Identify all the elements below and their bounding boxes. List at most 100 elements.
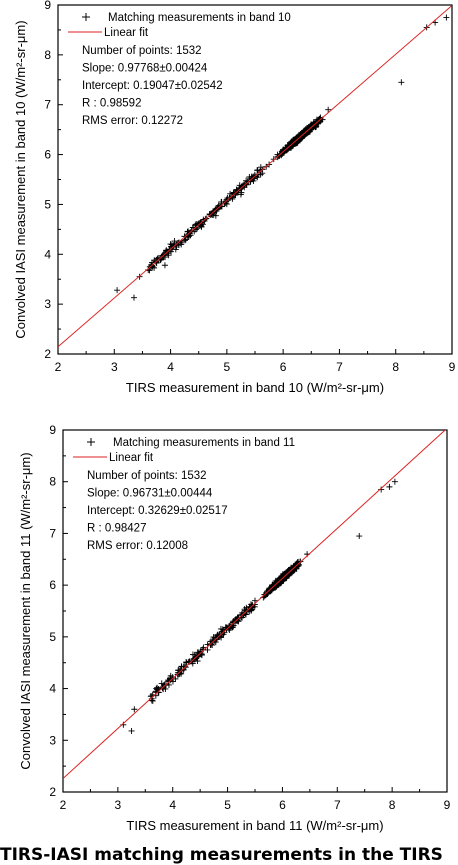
stats-line: Intercept: 0.19047±0.02542 xyxy=(82,80,223,92)
x-tick-label: 3 xyxy=(115,798,122,812)
y-tick-label: 3 xyxy=(44,297,51,311)
data-point xyxy=(198,652,205,659)
stats-line: Slope: 0.96731±0.00444 xyxy=(87,488,213,500)
data-point xyxy=(166,675,173,682)
data-point xyxy=(246,174,253,181)
data-point xyxy=(254,167,261,174)
data-point xyxy=(386,483,393,490)
data-point xyxy=(293,565,300,572)
y-tick-label: 9 xyxy=(49,423,56,437)
y-tick-label: 2 xyxy=(49,785,56,799)
x-tick-label: 7 xyxy=(336,360,343,374)
legend-label-fit: Linear fit xyxy=(109,452,154,464)
data-point xyxy=(378,486,385,493)
data-point xyxy=(270,156,277,163)
data-point xyxy=(254,174,261,181)
stats-line: Number of points: 1532 xyxy=(82,45,202,57)
data-point xyxy=(199,221,206,228)
data-point xyxy=(194,649,201,656)
y-tick-label: 4 xyxy=(44,247,51,261)
data-point xyxy=(191,228,198,235)
stats-line: Slope: 0.97768±0.00424 xyxy=(82,63,208,75)
data-point xyxy=(313,119,320,126)
y-tick-label: 9 xyxy=(44,0,51,12)
x-tick-label: 4 xyxy=(169,798,176,812)
data-point xyxy=(443,14,450,21)
x-tick-label: 5 xyxy=(224,798,231,812)
data-point xyxy=(206,211,213,218)
stats-line: R : 0.98592 xyxy=(82,98,141,110)
data-point xyxy=(223,201,230,208)
y-axis-label: Convolved IASI measurement in band 10 (W… xyxy=(13,20,28,338)
legend-label-points: Matching measurements in band 10 xyxy=(108,12,291,24)
y-tick-label: 8 xyxy=(49,475,56,489)
data-points xyxy=(120,478,398,734)
data-point xyxy=(148,264,155,271)
data-point xyxy=(186,658,193,665)
y-tick-label: 6 xyxy=(44,148,51,162)
x-tick-label: 9 xyxy=(444,798,451,812)
x-tick-label: 2 xyxy=(55,360,62,374)
data-point xyxy=(128,727,135,734)
data-point xyxy=(162,254,169,261)
x-axis-label: TIRS measurement in band 11 (W/m²-sr-μm) xyxy=(126,818,383,833)
x-tick-label: 3 xyxy=(111,360,118,374)
data-point xyxy=(212,639,219,646)
data-point xyxy=(212,206,219,213)
y-tick-label: 2 xyxy=(44,347,51,361)
data-point xyxy=(252,597,258,604)
data-point xyxy=(300,132,307,139)
fit-line xyxy=(63,430,446,779)
y-tick-label: 4 xyxy=(49,682,56,696)
data-point xyxy=(237,191,244,198)
legend-label-fit: Linear fit xyxy=(104,27,149,39)
legend-marker-points xyxy=(82,13,90,21)
data-point xyxy=(183,659,190,666)
x-tick-label: 4 xyxy=(167,360,174,374)
y-axis-label: Convolved IASI measurement in band 11 (W… xyxy=(18,452,33,769)
x-axis-label: TIRS measurement in band 10 (W/m²-sr-μm) xyxy=(126,380,384,395)
data-point xyxy=(130,294,137,301)
x-tick-label: 5 xyxy=(224,360,231,374)
x-tick-label: 9 xyxy=(449,360,456,374)
data-point xyxy=(198,223,205,230)
x-tick-label: 8 xyxy=(392,360,399,374)
stats-line: R : 0.98427 xyxy=(87,523,146,535)
y-tick-label: 3 xyxy=(49,733,56,747)
data-point xyxy=(391,478,398,485)
scatter-chart-band-11: 2 3 4 5 6 7 8 9 2 3 4 5 6 7 8 9 TIRS measurement in band… xyxy=(18,423,451,833)
data-point xyxy=(131,706,138,713)
data-point xyxy=(181,663,188,670)
figure-caption: TIRS-IASI matching measurements in the T… xyxy=(0,845,443,865)
data-point xyxy=(212,212,219,219)
data-point xyxy=(192,221,199,228)
data-point xyxy=(356,533,363,540)
y-tick-label: 5 xyxy=(44,197,51,211)
data-point xyxy=(161,262,168,269)
data-point xyxy=(172,246,179,253)
scatter-chart-band-10: 2 3 4 5 6 7 8 9 2 3 4 5 6 7 8 9 TIRS measurement in band… xyxy=(13,0,456,395)
data-point xyxy=(136,273,143,280)
data-point xyxy=(153,686,160,693)
data-point xyxy=(149,259,156,266)
data-point xyxy=(171,238,178,245)
data-point xyxy=(148,697,155,704)
data-point xyxy=(313,116,320,123)
data-point xyxy=(146,267,153,274)
data-point xyxy=(153,685,160,692)
legend-label-points: Matching measurements in band 11 xyxy=(113,437,295,449)
data-point xyxy=(257,171,264,178)
data-point xyxy=(169,678,176,685)
data-point xyxy=(114,287,121,294)
legend-marker-points xyxy=(87,438,95,446)
data-point xyxy=(229,624,236,631)
data-point xyxy=(325,106,332,113)
stats-line: Intercept: 0.32629±0.02517 xyxy=(87,505,228,517)
x-tick-label: 2 xyxy=(60,798,67,812)
data-point xyxy=(219,626,226,633)
x-tick-label: 7 xyxy=(334,798,341,812)
data-point xyxy=(151,264,158,271)
data-point xyxy=(175,667,182,674)
stats-line: RMS error: 0.12272 xyxy=(82,115,183,127)
y-tick-label: 8 xyxy=(44,48,51,62)
